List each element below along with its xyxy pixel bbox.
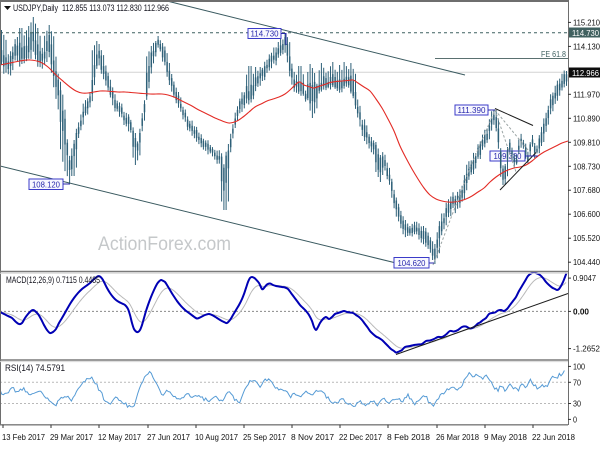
svg-text:8 Nov 2017: 8 Nov 2017 [291,432,334,442]
svg-text:114.730: 114.730 [572,28,599,38]
svg-text:70: 70 [573,377,581,387]
svg-text:22 Jun 2018: 22 Jun 2018 [532,432,575,442]
svg-text:29 Mar 2017: 29 Mar 2017 [50,432,93,442]
svg-text:MACD(12,26,9) 0.7115 0.4485: MACD(12,26,9) 0.7115 0.4485 [6,275,100,285]
svg-text:114.730: 114.730 [251,29,279,39]
svg-text:USDJPY,Daily 112.855 113.073: USDJPY,Daily 112.855 113.073 112.830 112… [13,3,169,13]
svg-text:107.680: 107.680 [573,185,600,195]
svg-text:104.620: 104.620 [398,258,426,268]
svg-text:108.120: 108.120 [32,180,60,190]
svg-text:104.440: 104.440 [573,257,600,267]
svg-text:8 Feb 2018: 8 Feb 2018 [387,432,430,442]
svg-text:30: 30 [573,399,581,409]
svg-text:ActionForex.com: ActionForex.com [98,234,231,255]
svg-text:25 Sep 2017: 25 Sep 2017 [243,432,286,442]
svg-text:115.210: 115.210 [573,17,600,27]
svg-text:0.9047: 0.9047 [573,273,596,283]
svg-text:0.00: 0.00 [573,306,589,316]
svg-text:106.600: 106.600 [573,209,600,219]
svg-text:112.966: 112.966 [572,68,599,78]
svg-text:110.890: 110.890 [573,113,600,123]
svg-text:100: 100 [573,361,585,371]
svg-text:12 May 2017: 12 May 2017 [98,432,141,442]
svg-text:0: 0 [573,414,577,424]
svg-text:109.810: 109.810 [573,137,600,147]
svg-text:111.390: 111.390 [458,105,486,115]
svg-text:108.730: 108.730 [573,161,600,171]
svg-text:26 Mar 2018: 26 Mar 2018 [436,432,479,442]
svg-text:-1.2652: -1.2652 [573,344,600,354]
svg-text:FE 61.8: FE 61.8 [541,49,566,59]
svg-text:13 Feb 2017: 13 Feb 2017 [2,432,45,442]
svg-text:10 Aug 2017: 10 Aug 2017 [195,432,238,442]
svg-text:RSI(14) 74.5791: RSI(14) 74.5791 [5,363,65,373]
svg-text:114.130: 114.130 [573,41,600,51]
svg-text:111.970: 111.970 [573,89,600,99]
svg-text:9 May 2018: 9 May 2018 [484,432,527,442]
svg-text:22 Dec 2017: 22 Dec 2017 [339,432,382,442]
svg-text:27 Jun 2017: 27 Jun 2017 [147,432,190,442]
svg-text:105.520: 105.520 [573,233,600,243]
